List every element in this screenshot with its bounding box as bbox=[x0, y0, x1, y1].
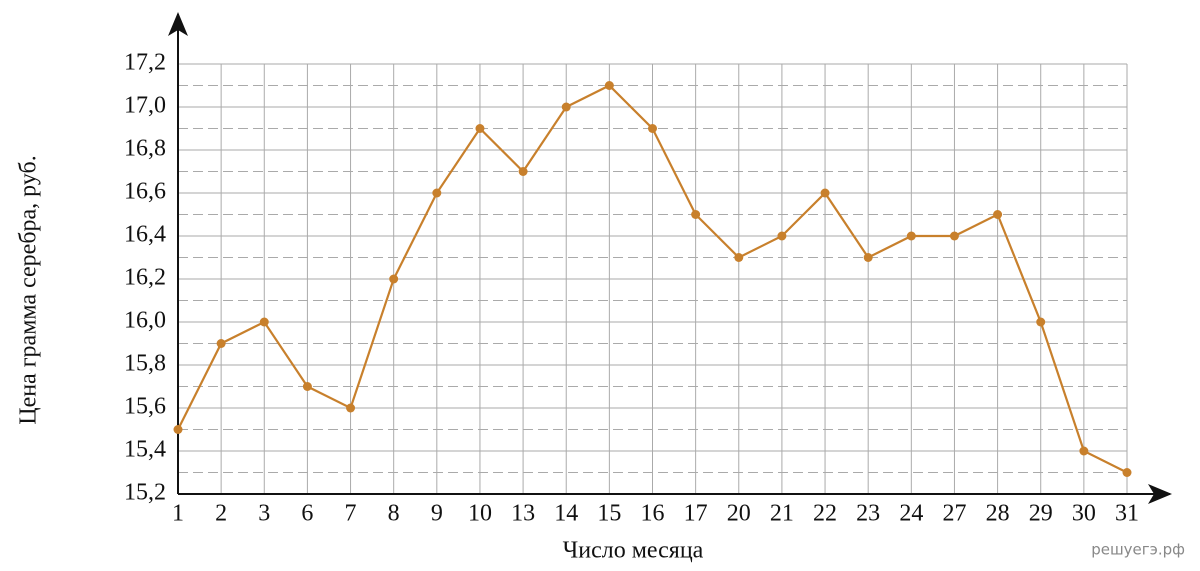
y-tick-label: 17,0 bbox=[124, 93, 166, 119]
x-tick-label: 3 bbox=[258, 501, 270, 527]
data-point bbox=[863, 253, 873, 262]
x-axis-label: Число месяца bbox=[563, 538, 704, 564]
x-tick-label: 30 bbox=[1072, 501, 1096, 527]
x-tick-label: 7 bbox=[345, 501, 357, 527]
data-point bbox=[173, 425, 183, 434]
x-tick-label: 8 bbox=[388, 501, 400, 527]
x-tick-label: 16 bbox=[641, 501, 665, 527]
y-tick-label: 16,6 bbox=[124, 179, 166, 205]
y-tick-label: 15,2 bbox=[124, 480, 166, 506]
data-point bbox=[777, 231, 787, 241]
data-point bbox=[302, 382, 312, 391]
x-tick-label: 29 bbox=[1029, 501, 1053, 527]
data-point bbox=[259, 317, 269, 327]
y-tick-label: 16,2 bbox=[124, 265, 166, 291]
data-point bbox=[432, 188, 442, 198]
y-tick-label: 17,2 bbox=[124, 50, 166, 76]
y-tick-label: 15,4 bbox=[124, 437, 166, 463]
x-tick-label: 1 bbox=[172, 501, 184, 527]
x-tick-label: 23 bbox=[856, 501, 880, 527]
data-point bbox=[820, 188, 830, 198]
data-point bbox=[949, 231, 959, 241]
y-tick-label: 16,0 bbox=[124, 308, 166, 334]
data-point bbox=[648, 124, 657, 133]
x-tick-label: 2 bbox=[215, 501, 227, 527]
grid bbox=[177, 63, 1128, 495]
x-tick-label: 21 bbox=[770, 501, 794, 527]
data-point bbox=[734, 253, 744, 262]
x-tick-label: 24 bbox=[899, 501, 923, 527]
data-point bbox=[561, 102, 571, 112]
x-tick-label: 22 bbox=[813, 501, 837, 527]
y-tick-label: 16,4 bbox=[124, 222, 166, 248]
data-point bbox=[691, 210, 701, 219]
x-tick-label: 17 bbox=[684, 501, 708, 527]
data-point bbox=[475, 124, 485, 133]
x-tick-label: 15 bbox=[597, 501, 621, 527]
watermark: решуегэ.рф bbox=[1091, 541, 1185, 559]
x-tick-label: 13 bbox=[511, 501, 535, 527]
data-point bbox=[1122, 468, 1132, 477]
y-tick-label: 16,8 bbox=[124, 136, 166, 162]
x-tick-label: 28 bbox=[986, 501, 1010, 527]
y-tick-label: 15,8 bbox=[124, 351, 166, 377]
data-point bbox=[216, 339, 226, 348]
x-tick-label: 31 bbox=[1115, 501, 1139, 527]
x-tick-label: 10 bbox=[468, 501, 492, 527]
x-tick-label: 20 bbox=[727, 501, 751, 527]
data-point bbox=[518, 167, 528, 176]
x-tick-label: 9 bbox=[431, 501, 443, 527]
data-point bbox=[346, 403, 356, 413]
data-point bbox=[1036, 317, 1046, 327]
y-tick-label: 15,6 bbox=[124, 394, 166, 420]
x-tick-label: 6 bbox=[301, 501, 313, 527]
y-axis-label: Цена грамма серебра, руб. bbox=[16, 155, 42, 425]
data-point bbox=[604, 81, 614, 90]
x-tick-label: 27 bbox=[942, 501, 966, 527]
data-point bbox=[1079, 446, 1089, 456]
data-point bbox=[993, 210, 1003, 219]
data-point bbox=[389, 274, 399, 284]
x-tick-label: 14 bbox=[554, 501, 578, 527]
data-point bbox=[906, 231, 916, 241]
